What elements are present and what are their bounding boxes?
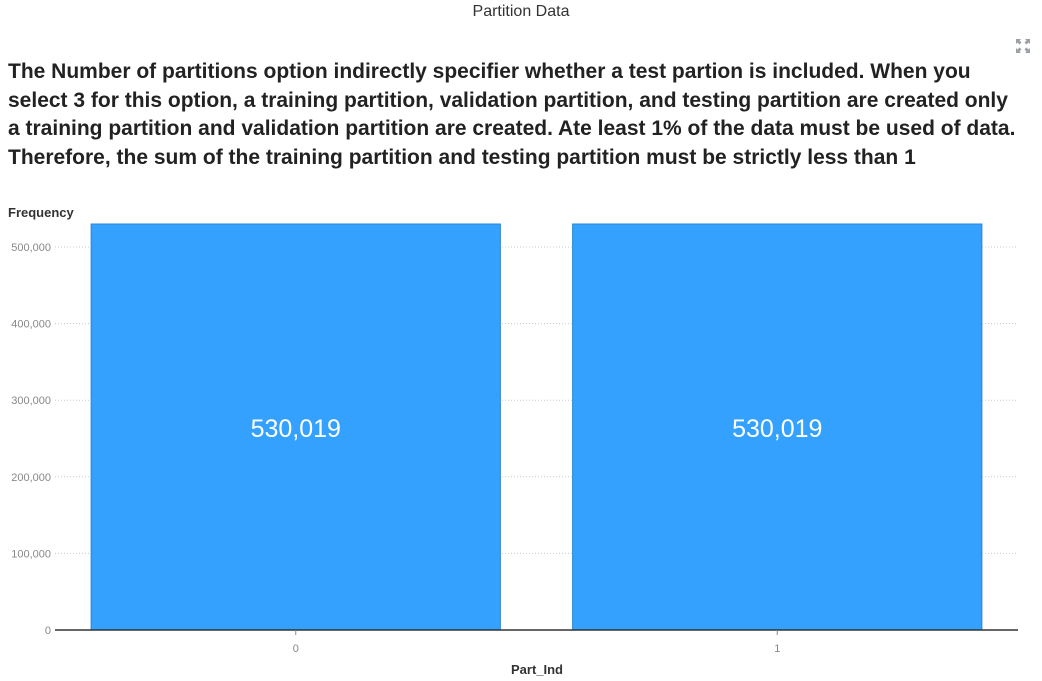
bar[interactable]	[90, 223, 501, 631]
y-axis-title: Frequency	[8, 205, 75, 220]
bar[interactable]	[572, 223, 983, 631]
maximize-button[interactable]	[1015, 38, 1031, 54]
bars: 530,019 530,019	[90, 223, 983, 631]
x-tick-label: 1	[774, 643, 780, 655]
chart-description: The Number of partitions option indirect…	[8, 60, 1016, 169]
y-tick-label: 100,000	[11, 548, 51, 560]
expand-arrows-icon	[1016, 39, 1030, 53]
bar-value-label: 530,019	[732, 415, 822, 443]
x-axis-title: Part_Ind	[511, 662, 563, 677]
y-axis-ticks: 0 100,000 200,000 300,000 400,000 500,000	[11, 242, 51, 637]
y-tick-label: 0	[45, 625, 51, 637]
window-title: Partition Data	[472, 3, 570, 20]
y-tick-label: 500,000	[11, 242, 51, 254]
y-tick-label: 200,000	[11, 472, 51, 484]
bar-value-label: 530,019	[251, 415, 341, 443]
y-tick-label: 400,000	[11, 319, 51, 331]
x-tick-label: 0	[293, 643, 299, 655]
y-tick-label: 300,000	[11, 395, 51, 407]
